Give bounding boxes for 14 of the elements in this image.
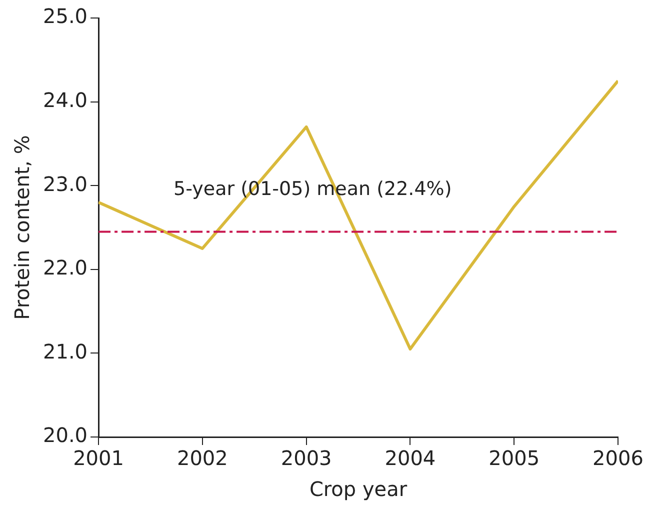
y-tick-label: 24.0 (43, 88, 88, 112)
x-tick-label: 2003 (280, 446, 332, 470)
x-tick-label: 2002 (176, 446, 228, 470)
x-tick-label: 2004 (384, 446, 436, 470)
x-tick-label: 2001 (73, 446, 124, 470)
x-tick-label: 2006 (592, 446, 644, 470)
x-tick-label: 2005 (488, 446, 540, 470)
y-tick-label: 23.0 (43, 172, 88, 196)
y-axis-title: Protein content, % (10, 135, 34, 320)
y-tick-label: 25.0 (43, 4, 88, 28)
y-tick-label: 20.0 (43, 423, 88, 448)
y-tick-label: 22.0 (43, 256, 88, 280)
x-axis-title: Crop year (309, 477, 408, 502)
y-tick-label: 21.0 (43, 339, 88, 364)
